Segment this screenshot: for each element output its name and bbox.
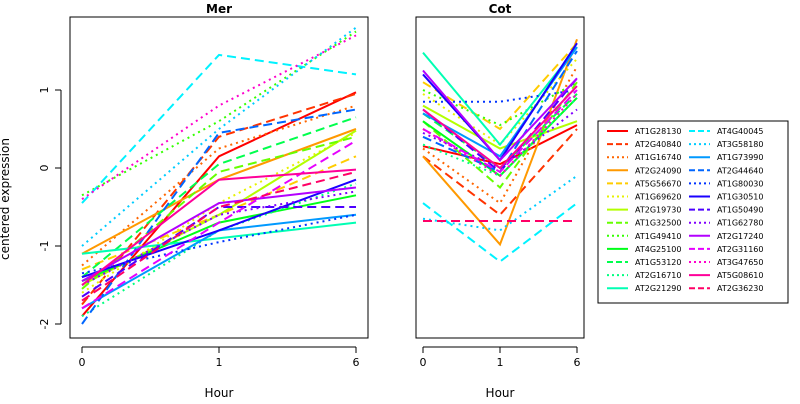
series-line-at2g21290 bbox=[81, 221, 357, 255]
series-line-at1g30510 bbox=[81, 178, 357, 279]
legend-label: AT2G44640 bbox=[717, 166, 763, 175]
legend-label: AT1G50490 bbox=[717, 206, 763, 215]
panel-cot-series bbox=[422, 38, 578, 263]
x-tick-label: 1 bbox=[497, 356, 504, 369]
legend-label: AT2G19730 bbox=[635, 206, 681, 215]
y-axis-label: centered expression bbox=[0, 138, 12, 260]
panel-cot-frame bbox=[415, 16, 585, 339]
legend-label: AT4G25100 bbox=[635, 245, 681, 254]
series-line-at3g58180 bbox=[422, 174, 578, 232]
panel-cot-x-axis: 0 1 6 bbox=[420, 346, 581, 369]
series-line-at2g31160 bbox=[81, 139, 357, 310]
legend-label: AT4G40045 bbox=[717, 127, 763, 136]
series-line-at2g21290 bbox=[422, 46, 578, 147]
legend-box bbox=[597, 120, 789, 304]
series-line-at4g40045 bbox=[81, 53, 357, 204]
x-tick-label: 6 bbox=[353, 356, 360, 369]
series-line-at5g08610 bbox=[422, 85, 578, 170]
panel-mer-series bbox=[81, 26, 357, 325]
series-line-at3g47650 bbox=[422, 93, 578, 178]
series-line-at2g24090 bbox=[422, 38, 578, 247]
legend: AT1G28130 AT2G40840 AT1G16740 AT2G24090 AT5G… bbox=[597, 120, 789, 304]
series-line-at2g44640 bbox=[81, 108, 357, 325]
series-line-at2g19730 bbox=[422, 104, 578, 150]
legend-label: AT2G31160 bbox=[717, 245, 763, 254]
series-line-at2g31160 bbox=[422, 89, 578, 174]
series-line-at2g17240 bbox=[81, 186, 357, 282]
panel-mer-title: Mer bbox=[206, 2, 232, 16]
series-line-at3g47650 bbox=[81, 34, 357, 201]
legend-label: AT5G08610 bbox=[717, 271, 763, 280]
x-tick-label: 0 bbox=[420, 356, 427, 369]
panel-cot-x-label: Hour bbox=[486, 386, 515, 400]
legend-label: AT1G80030 bbox=[717, 179, 763, 188]
series-line-at2g36230 bbox=[81, 170, 357, 302]
y-tick-label: -1 bbox=[38, 241, 51, 252]
x-tick-label: 0 bbox=[79, 356, 86, 369]
legend-label: AT1G62780 bbox=[717, 219, 763, 228]
panel-mer-x-label: Hour bbox=[205, 386, 234, 400]
series-line-at1g62780 bbox=[81, 190, 357, 286]
series-line-at2g17240 bbox=[422, 69, 578, 162]
series-line-at5g08610 bbox=[81, 168, 357, 286]
y-tick-label: -2 bbox=[38, 319, 51, 330]
legend-label: AT1G16740 bbox=[635, 153, 681, 162]
series-line-at2g16710 bbox=[422, 97, 578, 177]
legend-label: AT2G16710 bbox=[635, 271, 681, 280]
series-line-at1g53120 bbox=[422, 93, 578, 170]
legend-label: AT1G49410 bbox=[635, 232, 681, 241]
legend-label: AT5G56670 bbox=[635, 179, 681, 188]
panel-cot-title: Cot bbox=[489, 2, 512, 16]
panel-mer-y-axis: -2 -1 0 1 bbox=[38, 87, 62, 330]
legend-label: AT1G28130 bbox=[635, 127, 681, 136]
x-tick-label: 1 bbox=[216, 356, 223, 369]
series-line-at1g49410 bbox=[81, 30, 357, 197]
series-line-at5g56670 bbox=[422, 42, 578, 131]
panel-cot: Cot 0 1 6 Hour bbox=[415, 2, 585, 400]
legend-label: AT2G40840 bbox=[635, 140, 681, 149]
legend-label: AT1G53120 bbox=[635, 258, 681, 267]
legend-label: AT2G17240 bbox=[717, 232, 763, 241]
legend-label: AT1G32500 bbox=[635, 219, 681, 228]
legend-label: AT1G30510 bbox=[717, 193, 763, 202]
panel-mer-x-axis: 0 1 6 bbox=[79, 346, 360, 369]
legend-label: AT2G21290 bbox=[635, 284, 681, 293]
series-line-at1g69620 bbox=[422, 58, 578, 146]
legend-label: AT3G58180 bbox=[717, 140, 763, 149]
series-line-at1g53120 bbox=[81, 116, 357, 278]
panel-mer: Mer 0 1 6 -2 -1 0 1 Hour centered expression bbox=[0, 2, 369, 400]
series-line-at1g50490 bbox=[81, 206, 356, 298]
x-tick-label: 6 bbox=[574, 356, 581, 369]
legend-label: AT2G36230 bbox=[717, 284, 763, 293]
y-tick-label: 0 bbox=[38, 165, 51, 172]
legend-label: AT2G24090 bbox=[635, 166, 681, 175]
legend-label: AT1G69620 bbox=[635, 193, 681, 202]
series-line-at1g16740 bbox=[81, 104, 357, 267]
series-line-at1g49410 bbox=[422, 81, 578, 127]
legend-label: AT1G73990 bbox=[717, 153, 763, 162]
series-line-at2g40840 bbox=[422, 128, 578, 217]
series-line-at3g58180 bbox=[81, 26, 357, 247]
y-tick-label: 1 bbox=[38, 87, 51, 94]
series-line-at1g28130 bbox=[422, 124, 578, 166]
legend-label: AT3G47650 bbox=[717, 258, 763, 267]
panel-mer-frame bbox=[69, 16, 369, 339]
